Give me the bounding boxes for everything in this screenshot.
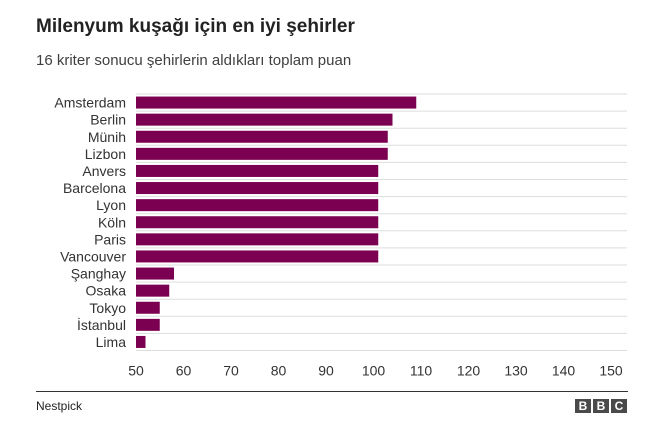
logo-letter-2: B: [593, 399, 609, 413]
category-label: Tokyo: [89, 300, 126, 316]
category-label: Köln: [98, 214, 126, 230]
category-label: Berlin: [90, 112, 126, 128]
logo-letter-1: B: [575, 399, 591, 413]
category-label: Osaka: [86, 283, 127, 299]
category-label: Lizbon: [85, 146, 126, 162]
bar: [136, 250, 379, 263]
bar: [136, 216, 379, 229]
bar: [136, 199, 379, 212]
bar: [136, 284, 170, 297]
category-label: Şanghay: [71, 266, 126, 282]
x-tick-label: 60: [176, 363, 192, 379]
x-tick-label: 140: [552, 363, 576, 379]
category-label: Münih: [88, 129, 126, 145]
x-tick-label: 100: [362, 363, 386, 379]
category-label: Lyon: [96, 197, 126, 213]
x-tick-label: 120: [457, 363, 481, 379]
bar: [136, 335, 146, 348]
bar: [136, 113, 393, 126]
bar: [136, 164, 379, 177]
bar: [136, 318, 160, 331]
x-tick-label: 130: [504, 363, 528, 379]
chart-title: Milenyum kuşağı için en iyi şehirler: [36, 16, 355, 37]
logo-letter-3: C: [611, 399, 627, 413]
bar: [136, 96, 417, 109]
x-tick-label: 50: [128, 363, 144, 379]
category-label: Paris: [94, 231, 126, 247]
footer-divider: [36, 391, 628, 392]
category-label: Anvers: [82, 163, 126, 179]
bbc-logo: B B C: [575, 399, 627, 413]
source-label: Nestpick: [36, 399, 83, 413]
bar: [136, 147, 388, 160]
bar: [136, 182, 379, 195]
category-label: Vancouver: [60, 248, 126, 264]
x-tick-label: 110: [410, 363, 433, 379]
chart-subtitle: 16 kriter sonucu şehirlerin aldıkları to…: [36, 52, 352, 69]
x-tick-label: 150: [599, 363, 623, 379]
category-label: Amsterdam: [54, 95, 126, 111]
bar: [136, 130, 388, 143]
category-label: İstanbul: [77, 316, 126, 333]
bar: [136, 233, 379, 246]
category-label: Barcelona: [63, 180, 126, 196]
category-label: Lima: [96, 334, 127, 350]
x-tick-label: 70: [223, 363, 239, 379]
bar: [136, 267, 174, 280]
x-tick-label: 80: [271, 363, 287, 379]
bar: [136, 301, 160, 314]
x-tick-label: 90: [318, 363, 334, 379]
